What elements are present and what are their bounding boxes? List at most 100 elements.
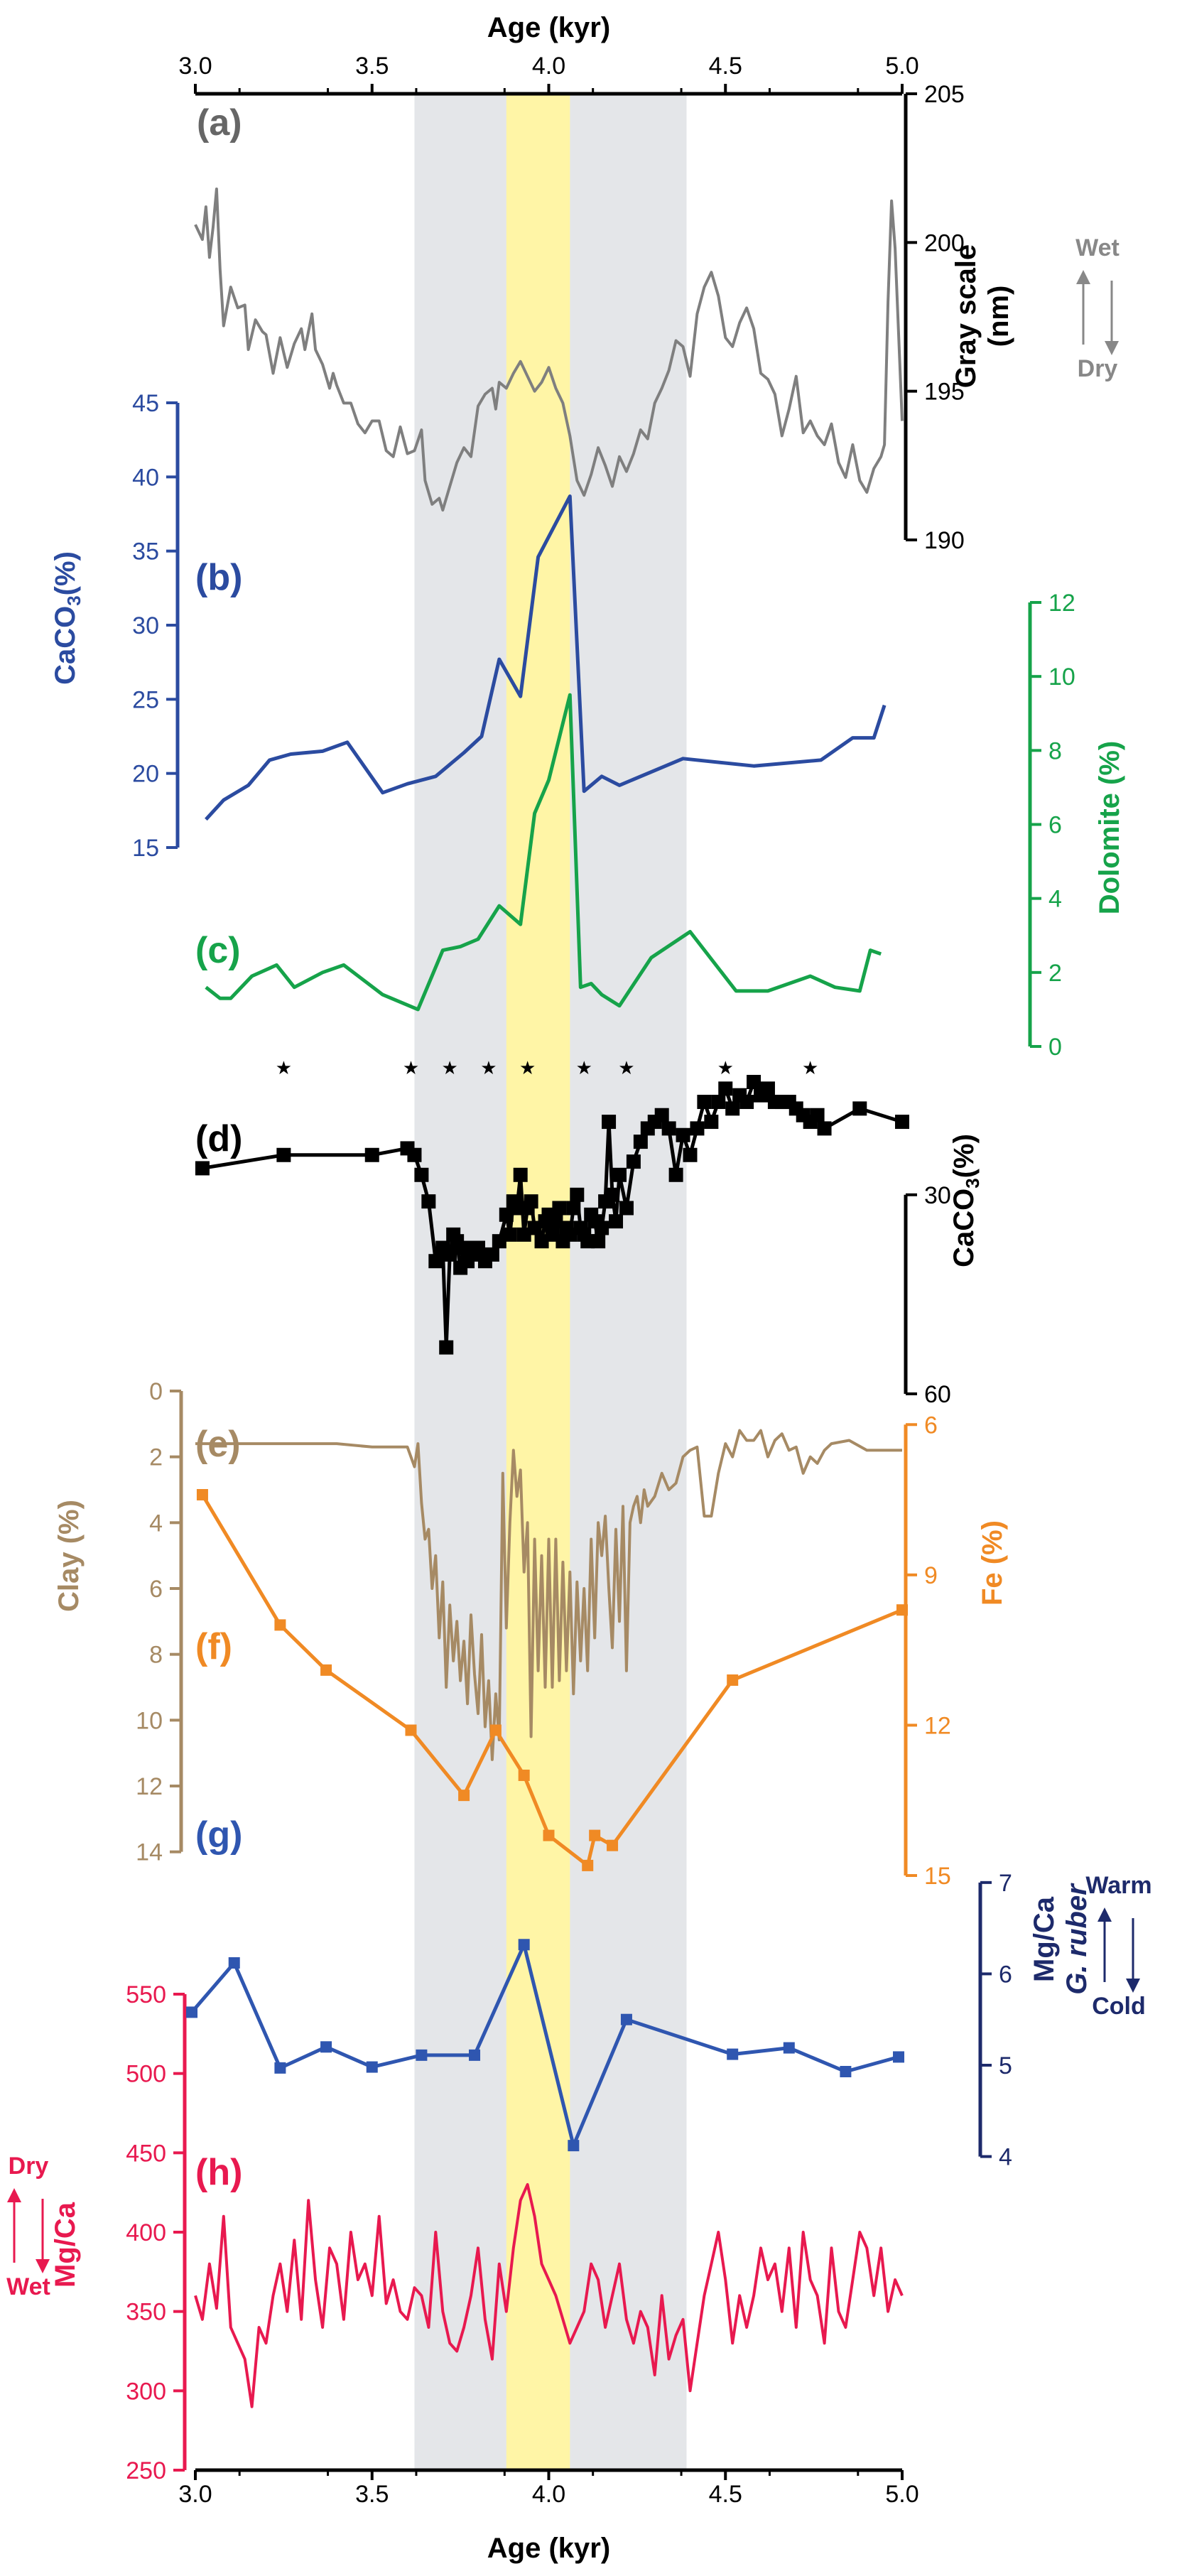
series-line-e xyxy=(195,1429,902,1761)
data-point-d xyxy=(471,1240,485,1255)
arrow-label-up-g: Warm xyxy=(1085,1872,1151,1899)
data-point-g xyxy=(228,1957,240,1969)
y-tick-label-e: 6 xyxy=(149,1576,163,1603)
y-tick-label-b: 20 xyxy=(132,761,159,788)
y-axis-title-c: Dolomite (%) xyxy=(1094,741,1125,914)
data-point-f xyxy=(582,1859,594,1871)
arrow-label-down-a: Dry xyxy=(1078,355,1118,382)
significance-star: ★ xyxy=(442,1057,458,1078)
data-point-d xyxy=(513,1167,528,1182)
y-tick-label-h: 500 xyxy=(126,2061,166,2088)
y-axis-title-g: Mg/CaG. ruber xyxy=(1029,1883,1093,1995)
y-tick-label-c: 12 xyxy=(1048,590,1075,617)
data-point-d xyxy=(725,1101,740,1116)
shaded-intervals xyxy=(414,94,687,2470)
significance-star: ★ xyxy=(802,1057,818,1078)
data-point-d xyxy=(591,1234,606,1249)
arrow-up-head-a xyxy=(1076,270,1090,284)
y-tick-label-e: 10 xyxy=(136,1707,163,1734)
data-point-d xyxy=(739,1095,754,1110)
data-point-d xyxy=(602,1115,617,1130)
data-point-f xyxy=(543,1829,555,1841)
y-tick-label-c: 0 xyxy=(1048,1034,1062,1061)
data-point-d xyxy=(439,1340,454,1355)
y-tick-label-b: 40 xyxy=(132,464,159,491)
y-tick-label-b: 35 xyxy=(132,539,159,565)
y-tick-label-h: 300 xyxy=(126,2378,166,2405)
data-point-d xyxy=(414,1167,429,1182)
y-tick-label-f: 6 xyxy=(924,1412,938,1439)
arrow-up-head-h xyxy=(7,2188,21,2202)
arrow-down-head-a xyxy=(1105,341,1119,355)
x-tick-label-bottom: 5.0 xyxy=(885,2481,918,2508)
data-point-d xyxy=(690,1121,705,1136)
panel-label-c: (c) xyxy=(195,930,241,971)
series-line-c xyxy=(205,693,882,1012)
data-point-d xyxy=(443,1247,457,1262)
y-tick-label-a: 195 xyxy=(924,379,965,406)
data-point-d xyxy=(760,1081,775,1096)
data-point-d xyxy=(633,1135,648,1149)
y-axis-title-e: Clay (%) xyxy=(53,1500,85,1612)
data-point-f xyxy=(458,1790,470,1802)
y-tick-label-e: 4 xyxy=(149,1510,163,1537)
y-tick-label-e: 12 xyxy=(136,1773,163,1800)
arrow-label-down-h: Wet xyxy=(6,2273,50,2300)
data-point-d xyxy=(605,1187,620,1202)
data-point-d xyxy=(810,1108,825,1122)
panel-label-a: (a) xyxy=(197,102,242,144)
data-point-f xyxy=(589,1829,601,1841)
significance-star: ★ xyxy=(403,1057,419,1078)
data-point-d xyxy=(626,1154,641,1169)
data-point-f xyxy=(489,1724,502,1736)
x-tick-label-bottom: 4.0 xyxy=(532,2481,565,2508)
series-line-g xyxy=(190,1942,899,2148)
significance-star: ★ xyxy=(717,1057,734,1078)
y-tick-label-h: 350 xyxy=(126,2299,166,2326)
y-tick-label-a: 205 xyxy=(924,81,965,108)
y-tick-label-h: 400 xyxy=(126,2219,166,2246)
x-axis-title-top: Age (kyr) xyxy=(487,12,610,43)
data-point-d xyxy=(364,1147,379,1162)
data-series xyxy=(186,188,909,2408)
data-point-g xyxy=(620,2013,632,2025)
data-point-d xyxy=(276,1147,291,1162)
x-tick-label-top: 4.0 xyxy=(532,53,565,80)
data-point-d xyxy=(676,1127,690,1142)
y-tick-label-a: 190 xyxy=(924,527,965,554)
y-tick-label-e: 0 xyxy=(149,1378,163,1405)
data-point-d xyxy=(895,1115,909,1130)
data-point-d xyxy=(612,1167,627,1182)
axes: 3.0 3.5 4.0 4.5 5.0 3.0 3.5 4.0 4.5 5.0 Age (kyr) A… xyxy=(126,12,1075,2564)
x-tick-label-top: 5.0 xyxy=(885,53,918,80)
y-tick-label-d: 30 xyxy=(924,1182,951,1209)
data-point-d xyxy=(552,1201,567,1216)
y-tick-label-g: 5 xyxy=(999,2052,1012,2079)
x-tick-label-top: 3.5 xyxy=(355,53,389,80)
panel-label-e: (e) xyxy=(195,1424,241,1465)
y-tick-label-c: 6 xyxy=(1048,812,1062,839)
data-point-g xyxy=(416,2049,428,2061)
data-point-d xyxy=(428,1254,443,1269)
y-tick-label-h: 250 xyxy=(126,2457,166,2484)
y-tick-label-b: 45 xyxy=(132,390,159,417)
data-point-d xyxy=(668,1167,683,1182)
data-point-d xyxy=(697,1095,712,1110)
x-tick-label-bottom: 4.5 xyxy=(709,2481,742,2508)
data-point-d xyxy=(661,1121,676,1136)
significance-star: ★ xyxy=(519,1057,536,1078)
y-tick-label-e: 8 xyxy=(149,1642,163,1669)
y-tick-label-b: 25 xyxy=(132,686,159,713)
data-point-d xyxy=(654,1108,669,1122)
y-tick-label-c: 4 xyxy=(1048,886,1062,913)
y-tick-label-g: 4 xyxy=(999,2144,1012,2171)
significance-star: ★ xyxy=(576,1057,592,1078)
data-point-d xyxy=(595,1221,609,1235)
shade-yellow xyxy=(506,94,570,2470)
y-tick-label-b: 15 xyxy=(132,835,159,862)
y-tick-label-c: 2 xyxy=(1048,960,1062,987)
data-point-f xyxy=(405,1724,417,1736)
data-point-g xyxy=(783,2042,795,2054)
y-axis-title-f: Fe (%) xyxy=(977,1520,1008,1606)
arrow-label-down-g: Cold xyxy=(1092,1993,1146,2020)
